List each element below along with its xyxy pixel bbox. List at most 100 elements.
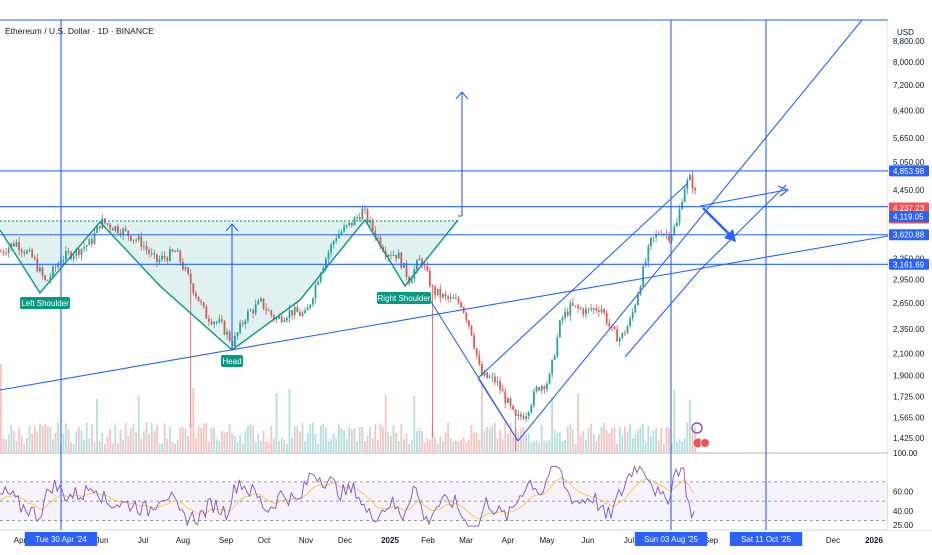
volume-bar <box>527 432 530 452</box>
candle-body <box>377 237 379 239</box>
volume-bar <box>46 426 49 452</box>
candle-body <box>686 180 689 189</box>
volume-bar <box>205 422 208 452</box>
volume-bar <box>10 424 13 452</box>
candle-body <box>182 262 184 270</box>
time-tick-label: Jun <box>582 536 595 545</box>
volume-bar <box>353 427 356 452</box>
candle-body <box>288 310 291 319</box>
volume-bar <box>202 423 205 452</box>
volume-bar <box>306 433 309 452</box>
candle-body <box>556 337 559 357</box>
volume-bar <box>374 424 377 452</box>
volume-bar <box>338 424 340 452</box>
volume-bar <box>257 433 260 452</box>
volume-bar <box>5 439 7 452</box>
channel-lower-ext[interactable] <box>624 269 701 358</box>
volume-bar <box>267 442 270 452</box>
price-tick-label: 4,450.00 <box>893 186 925 195</box>
candle-body <box>148 249 150 254</box>
candle-body <box>119 233 122 236</box>
volume-bar <box>460 439 462 452</box>
candle-body <box>439 288 442 298</box>
volume-bar <box>80 430 83 452</box>
candle-body <box>221 319 223 322</box>
volume-bar <box>546 441 548 452</box>
candle-body <box>137 236 140 240</box>
volume-bar <box>280 437 283 452</box>
volume-bar <box>52 438 54 452</box>
channel-lower[interactable] <box>699 184 787 271</box>
volume-bar <box>57 422 59 452</box>
candle-body <box>241 322 244 325</box>
volume-bar <box>83 439 85 452</box>
volume-bar <box>582 431 585 452</box>
event-icon[interactable] <box>700 438 710 448</box>
candle-body <box>491 376 494 378</box>
candle-body <box>340 231 343 235</box>
volume-bar <box>70 442 72 452</box>
candle-body <box>647 246 650 262</box>
candle-body <box>392 254 395 256</box>
candle-body <box>41 267 44 276</box>
candle-body <box>585 308 587 315</box>
candle-body <box>431 286 434 288</box>
channel-upper[interactable] <box>517 19 863 442</box>
candle-body <box>267 310 270 312</box>
arrow-head <box>455 91 469 100</box>
volume-bar <box>634 433 637 452</box>
price-tick-label: 1,900.00 <box>893 371 925 380</box>
volume-bar <box>473 432 475 452</box>
long-trendline[interactable] <box>0 235 889 391</box>
rsi-line <box>0 465 695 527</box>
candle-body <box>278 316 280 319</box>
volume-bar <box>663 443 665 452</box>
split-icon[interactable] <box>691 422 703 434</box>
volume-bar <box>200 427 202 452</box>
volume-bar <box>629 424 631 452</box>
candle-body <box>296 306 299 313</box>
candle-body <box>566 311 569 316</box>
volume-bar <box>184 428 187 452</box>
volume-bar <box>18 427 20 452</box>
volume-bar <box>637 429 639 452</box>
projection-down-arrow[interactable] <box>702 207 733 238</box>
projection-up-arrow[interactable] <box>699 189 787 207</box>
candle-body <box>629 318 631 327</box>
volume-bar <box>143 430 145 452</box>
volume-bar <box>655 427 657 452</box>
volume-bar <box>210 427 213 452</box>
volume-bar <box>494 422 496 452</box>
volume-bar <box>286 443 288 452</box>
candle-body <box>455 298 457 300</box>
v-inner-line[interactable] <box>477 377 519 442</box>
volume-bar <box>501 439 504 452</box>
price-tag-current-bg <box>889 202 929 214</box>
time-tick-label: 2025 <box>381 536 399 545</box>
candle-body <box>605 312 608 324</box>
volume-bar <box>434 437 436 452</box>
event-icon[interactable] <box>693 438 703 448</box>
candle-body <box>525 416 527 419</box>
channel-mid[interactable] <box>477 182 689 379</box>
candle-body <box>514 409 517 416</box>
volume-bar <box>400 424 403 452</box>
candle-body <box>234 335 236 347</box>
candle-body <box>400 252 403 268</box>
volume-bar <box>231 433 234 452</box>
head-label-bg <box>221 355 243 367</box>
volume-bar <box>403 438 405 452</box>
volume-bar <box>442 440 444 452</box>
left-shoulder-label-bg <box>20 297 70 309</box>
volume-bar <box>644 442 647 452</box>
price-tag-4853: 4,853.98 <box>893 167 925 176</box>
candle-body <box>249 310 252 312</box>
volume-bar <box>478 439 481 452</box>
candle-body <box>127 230 130 237</box>
price-tag-3620: 3,620.88 <box>893 231 925 240</box>
candle-body <box>624 333 626 334</box>
price-axis-bg <box>888 20 932 530</box>
volume-bar <box>447 422 449 452</box>
